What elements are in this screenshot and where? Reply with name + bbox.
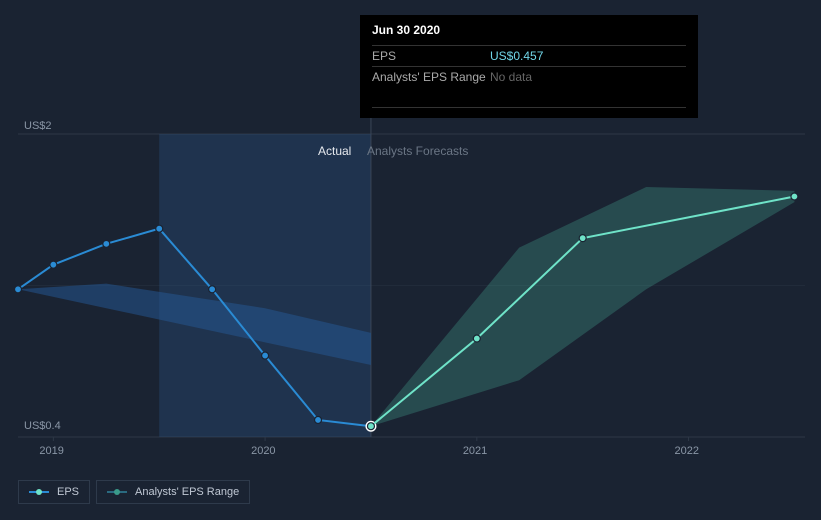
tooltip-row-value: US$0.457 bbox=[490, 49, 543, 63]
y-axis-bottom-label: US$0.4 bbox=[24, 420, 61, 432]
legend-item[interactable]: EPS bbox=[18, 480, 90, 504]
legend-item[interactable]: Analysts' EPS Range bbox=[96, 480, 250, 504]
x-tick-label: 2022 bbox=[675, 445, 699, 457]
tooltip-row: Analysts' EPS RangeNo data bbox=[372, 66, 686, 87]
legend-icon bbox=[29, 488, 49, 496]
region-label-forecast: Analysts Forecasts bbox=[367, 144, 468, 158]
y-axis-top-label: US$2 bbox=[24, 120, 52, 132]
tooltip-row-label: Analysts' EPS Range bbox=[372, 70, 490, 84]
x-tick-label: 2020 bbox=[251, 445, 275, 457]
legend-icon bbox=[107, 488, 127, 496]
tooltip-row: EPSUS$0.457 bbox=[372, 45, 686, 66]
tooltip: Jun 30 2020 EPSUS$0.457Analysts' EPS Ran… bbox=[360, 15, 698, 118]
chart-container: US$2 US$0.4 Actual Analysts Forecasts 20… bbox=[0, 0, 821, 520]
x-tick-label: 2021 bbox=[463, 445, 487, 457]
tooltip-row-label: EPS bbox=[372, 49, 490, 63]
x-tick-label: 2019 bbox=[39, 445, 63, 457]
tooltip-date: Jun 30 2020 bbox=[372, 23, 686, 43]
tooltip-row-value: No data bbox=[490, 70, 532, 84]
legend: EPS Analysts' EPS Range bbox=[18, 480, 250, 504]
legend-label: Analysts' EPS Range bbox=[135, 486, 239, 498]
legend-label: EPS bbox=[57, 486, 79, 498]
region-label-actual: Actual bbox=[318, 144, 351, 158]
